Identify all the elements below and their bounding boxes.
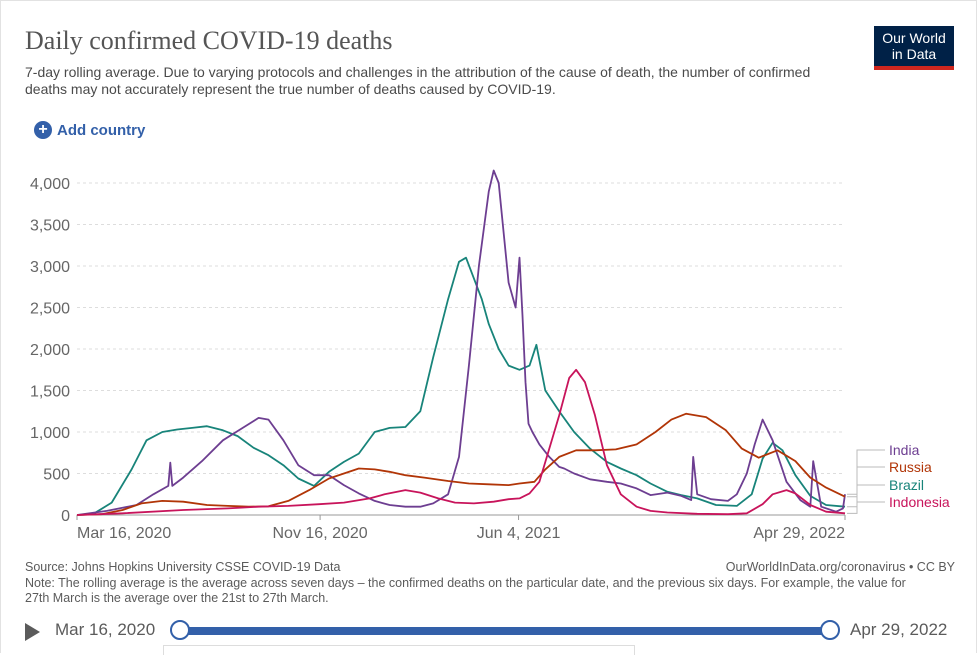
- source-text: Source: Johns Hopkins University CSSE CO…: [25, 560, 341, 574]
- add-country-label: Add country: [57, 121, 146, 139]
- timeline-end-handle[interactable]: [820, 620, 840, 640]
- owid-logo[interactable]: Our World in Data: [874, 26, 954, 70]
- series-line-india: [76, 169, 846, 516]
- y-tick-label: 2,000: [30, 342, 70, 359]
- legend-label-russia: Russia: [889, 459, 932, 475]
- legend-label-indonesia: Indonesia: [889, 494, 950, 510]
- logo-red-bar: [874, 66, 954, 70]
- legend-connector: [847, 484, 885, 508]
- legend-connector: [847, 501, 885, 514]
- y-tick-label: 4,000: [30, 176, 70, 193]
- y-tick-label: 3,000: [30, 259, 70, 276]
- note-text: Note: The rolling average is the average…: [25, 576, 906, 605]
- series-line-brazil: [76, 256, 846, 516]
- legend-connector: [847, 449, 885, 495]
- timeline-start-handle[interactable]: [170, 620, 190, 640]
- y-tick-label: 3,500: [30, 218, 70, 235]
- timeline-start-label: Mar 16, 2020: [55, 620, 156, 639]
- chart-title: Daily confirmed COVID-19 deaths: [25, 26, 393, 55]
- timeline-track[interactable]: [180, 627, 830, 635]
- add-country-button[interactable]: + Add country: [34, 121, 145, 139]
- series-line-indonesia: [76, 368, 846, 516]
- bottom-tab-bar: [163, 645, 635, 655]
- y-tick-label: 0: [61, 508, 70, 525]
- timeline: Mar 16, 2020 Apr 29, 2022: [0, 614, 977, 648]
- y-tick-label: 1,500: [30, 384, 70, 401]
- x-tick-label: Apr 29, 2022: [753, 525, 845, 542]
- logo-line-1: Our World: [882, 30, 946, 46]
- play-icon[interactable]: [25, 623, 40, 641]
- x-tick-label: Nov 16, 2020: [273, 525, 368, 542]
- chart-subtitle: 7-day rolling average. Due to varying pr…: [25, 64, 811, 97]
- x-tick-label: Jun 4, 2021: [477, 525, 561, 542]
- logo-line-2: in Data: [891, 46, 937, 62]
- series-line-russia: [76, 412, 846, 516]
- timeline-end-label: Apr 29, 2022: [850, 620, 948, 639]
- source-url-link[interactable]: OurWorldInData.org/coronavirus • CC BY: [725, 560, 955, 574]
- legend-connector: [847, 466, 885, 498]
- plus-icon: +: [34, 121, 52, 139]
- x-tick-label: Mar 16, 2020: [77, 525, 171, 542]
- legend-label-brazil: Brazil: [889, 477, 924, 493]
- y-tick-label: 2,500: [30, 301, 70, 318]
- legend-label-india: India: [889, 442, 920, 458]
- y-tick-label: 500: [43, 467, 70, 484]
- line-chart: 0 500 1,000 1,500 2,000 2,500 3,000 3,500 4,000 M…: [30, 169, 950, 542]
- y-tick-label: 1,000: [30, 425, 70, 442]
